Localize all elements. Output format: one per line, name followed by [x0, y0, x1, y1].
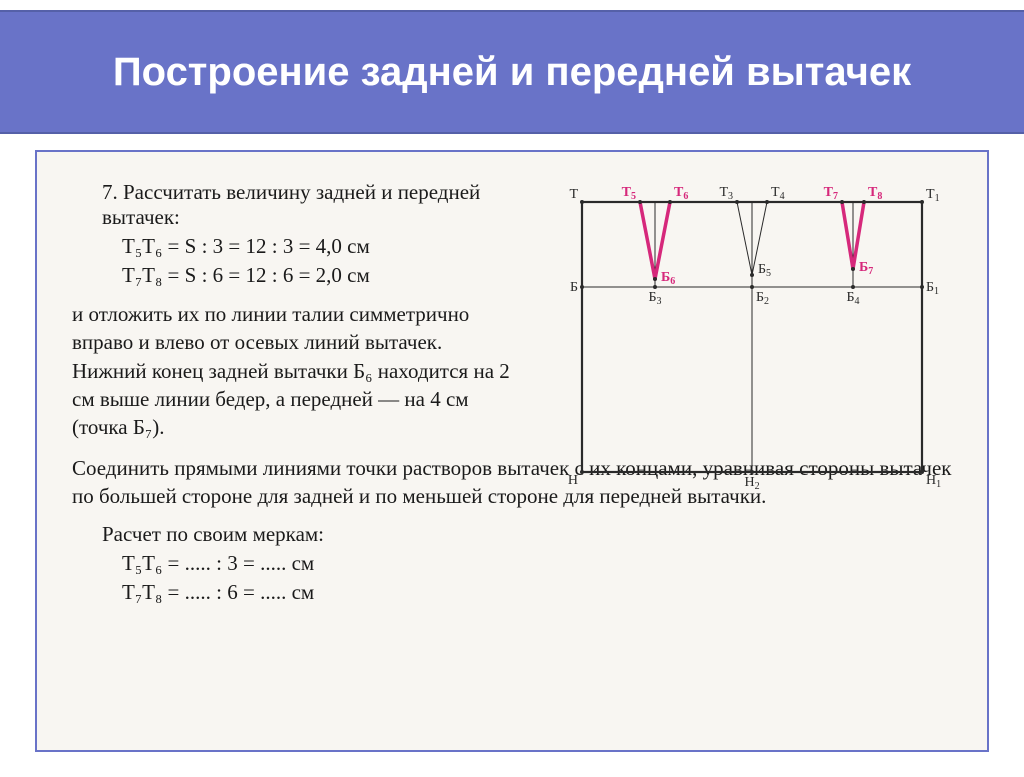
- step-intro: 7. Рассчитать величину задней и передней…: [102, 180, 512, 230]
- svg-text:Т3: Т3: [719, 185, 733, 202]
- header-band: Построение задней и передней вытачек: [0, 10, 1024, 134]
- svg-text:Б3: Б3: [648, 290, 661, 307]
- paragraph-1: и отложить их по линии талии симметрично…: [72, 300, 512, 442]
- svg-text:Т4: Т4: [771, 185, 785, 202]
- svg-text:Б6: Б6: [661, 270, 675, 287]
- svg-text:Т8: Т8: [868, 185, 882, 202]
- svg-text:Н: Н: [568, 473, 578, 488]
- svg-text:Б4: Б4: [846, 290, 859, 307]
- left-column: 7. Рассчитать величину задней и передней…: [72, 172, 512, 454]
- svg-text:Т6: Т6: [674, 185, 688, 202]
- skirt-diagram: ТТ1Т3Т4Т5Т6Т7Т8ББ1Б2Б3Б4Б5Б6Б7НН1Н2: [552, 172, 952, 482]
- calc-header: Расчет по своим меркам:: [102, 522, 952, 547]
- svg-text:Б1: Б1: [926, 280, 939, 297]
- svg-text:Т7: Т7: [824, 185, 838, 202]
- content-frame: 7. Рассчитать величину задней и передней…: [35, 150, 989, 752]
- formula-2: Т₇Т₈ = S : 6 = 12 : 6 = 2,0 см: [122, 263, 512, 288]
- page-title: Построение задней и передней вытачек: [113, 48, 911, 96]
- svg-text:Б2: Б2: [756, 290, 769, 307]
- svg-text:Н2: Н2: [744, 475, 759, 492]
- svg-text:Т1: Т1: [926, 187, 940, 204]
- svg-text:Т5: Т5: [622, 185, 636, 202]
- formula-1: Т₅Т₆ = S : 3 = 12 : 3 = 4,0 см: [122, 234, 512, 259]
- svg-text:Т: Т: [569, 187, 578, 202]
- svg-text:Б5: Б5: [758, 262, 771, 279]
- calc-line-1: Т₅Т₆ = ..... : 3 = ..... см: [122, 551, 952, 576]
- svg-text:Б7: Б7: [859, 260, 873, 277]
- calc-line-2: Т₇Т₈ = ..... : 6 = ..... см: [122, 580, 952, 605]
- svg-text:Н1: Н1: [926, 473, 941, 490]
- svg-text:Б: Б: [570, 280, 578, 295]
